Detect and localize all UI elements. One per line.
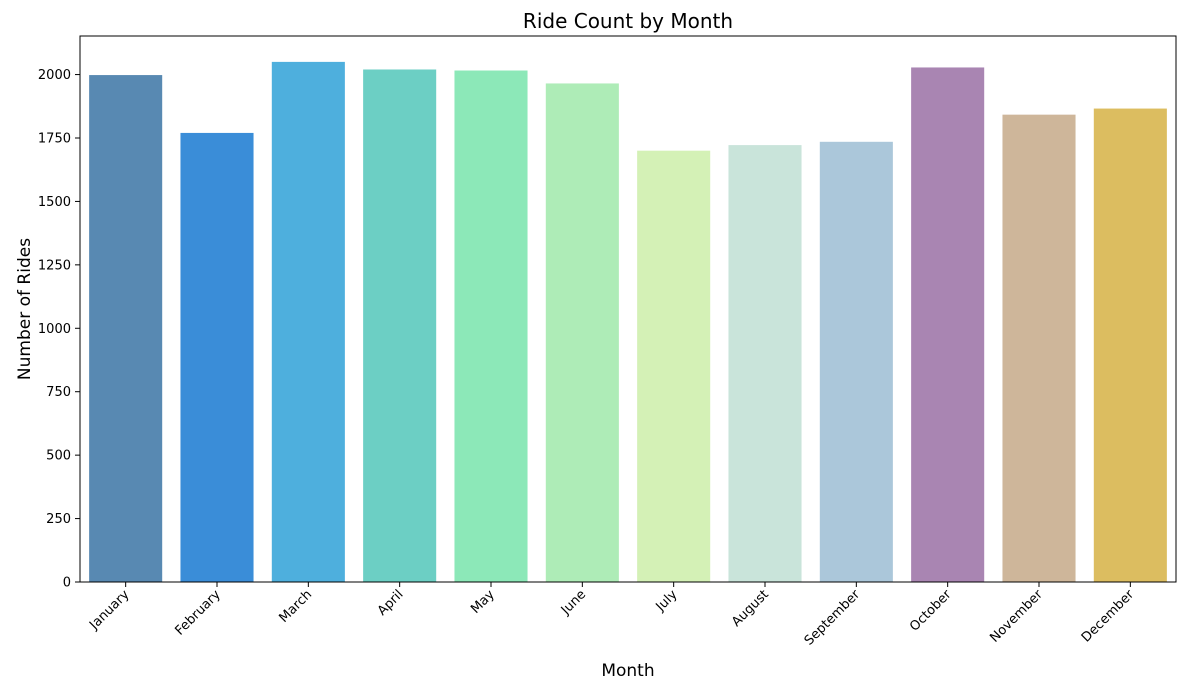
bar-july — [637, 150, 711, 582]
x-tick-label: September — [802, 587, 864, 649]
plot-frame — [79, 35, 1177, 583]
bar-october — [911, 67, 985, 582]
y-tick-label: 500 — [46, 449, 71, 464]
x-axis-label: Month — [601, 661, 654, 681]
bar-june — [545, 83, 619, 582]
y-tick-label: 750 — [46, 385, 71, 400]
x-tick-label: June — [558, 587, 589, 618]
bar-may — [454, 70, 528, 582]
x-tick-label: December — [1079, 587, 1138, 646]
x-tick-label: July — [653, 587, 681, 615]
x-tick-label: August — [729, 587, 772, 630]
bar-august — [728, 145, 802, 582]
y-tick-label: 250 — [46, 512, 71, 527]
bars-group — [89, 61, 1167, 583]
bar-april — [363, 69, 437, 583]
x-axis: January February March April May June July Augu… — [86, 582, 1138, 649]
x-tick-label: March — [277, 587, 316, 626]
bar-march — [271, 61, 345, 582]
chart-title: Ride Count by Month — [523, 9, 733, 33]
x-tick-label: October — [907, 587, 955, 635]
y-tick-label: 1500 — [38, 195, 71, 210]
y-tick-label: 1750 — [38, 131, 71, 146]
y-axis: 0 250 500 750 1000 1250 1500 1750 2000 — [38, 68, 80, 591]
x-tick-label: February — [172, 587, 224, 639]
bar-december — [1093, 108, 1167, 582]
y-tick-label: 1000 — [38, 322, 71, 337]
y-axis-label: Number of Rides — [15, 238, 35, 380]
x-tick-label: April — [375, 587, 407, 619]
bar-february — [180, 132, 254, 583]
bar-january — [89, 75, 163, 582]
y-tick-label: 2000 — [38, 68, 71, 83]
x-tick-label: November — [987, 587, 1046, 646]
x-tick-label: January — [86, 587, 132, 633]
bar-november — [1002, 114, 1076, 583]
y-tick-label: 1250 — [38, 258, 71, 273]
bar-september — [819, 141, 893, 583]
x-tick-label: May — [468, 587, 498, 617]
y-tick-label: 0 — [63, 576, 71, 591]
